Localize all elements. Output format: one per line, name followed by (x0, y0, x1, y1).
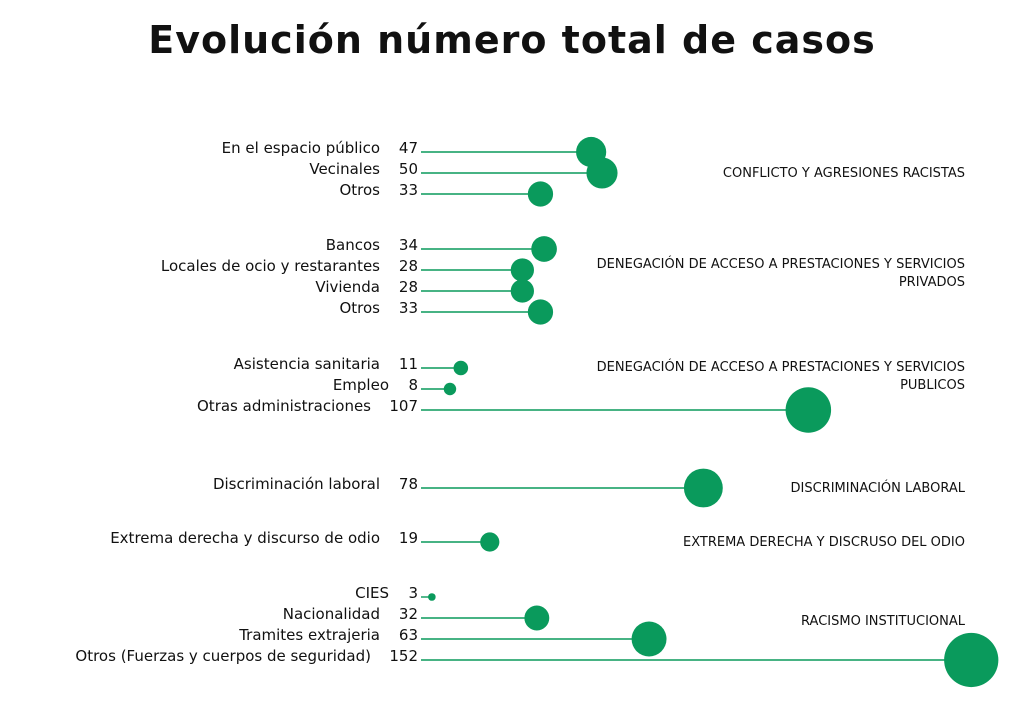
value-label: 28 (399, 257, 418, 275)
group-label: DENEGACIÓN DE ACCESO A PRESTACIONES Y SE… (597, 256, 965, 272)
value-label: 32 (399, 605, 418, 623)
lollipop-dot (480, 532, 500, 552)
lollipop-dot (631, 621, 667, 657)
group-label: PUBLICOS (900, 378, 965, 393)
value-label: 34 (399, 236, 418, 254)
value-label: 19 (399, 529, 418, 547)
value-label: 8 (408, 376, 418, 394)
group-label: CONFLICTO Y AGRESIONES RACISTAS (723, 166, 965, 181)
item-label: Empleo (333, 376, 389, 394)
item-label: Nacionalidad (283, 605, 380, 623)
group-label: DENEGACIÓN DE ACCESO A PRESTACIONES Y SE… (597, 359, 965, 375)
value-label: 11 (399, 355, 418, 373)
group-label: EXTREMA DERECHA Y DISCRUSO DEL ODIO (683, 535, 965, 550)
lollipop-dot (785, 387, 832, 433)
lollipop-dot (527, 181, 554, 207)
value-label: 107 (389, 397, 418, 415)
item-label: Otros (Fuerzas y cuerpos de seguridad) (75, 647, 371, 665)
item-label: Bancos (326, 236, 380, 254)
value-label: 47 (399, 139, 418, 157)
value-label: 3 (408, 584, 418, 602)
value-label: 50 (399, 160, 418, 178)
item-label: Tramites extrajeria (238, 626, 380, 644)
item-label: CIES (355, 584, 389, 602)
lollipop-dot (524, 605, 550, 631)
item-label: Asistencia sanitaria (234, 355, 380, 373)
group-label: RACISMO INSTITUCIONAL (801, 614, 966, 629)
item-label: Locales de ocio y restarantes (161, 257, 380, 275)
value-label: 28 (399, 278, 418, 296)
item-label: Otras administraciones (197, 397, 371, 415)
lollipop-dot (531, 236, 557, 262)
chart-title: Evolución número total de casos (148, 18, 876, 62)
lollipop-dot (428, 593, 436, 601)
item-label: Extrema derecha y discurso de odio (110, 529, 380, 547)
lollipop-dot (510, 279, 535, 303)
value-label: 78 (399, 475, 418, 493)
value-label: 152 (389, 647, 418, 665)
item-label: En el espacio público (222, 139, 380, 157)
lollipop-dot (510, 258, 535, 282)
value-label: 63 (399, 626, 418, 644)
group-label: PRIVADOS (899, 275, 965, 290)
item-label: Vecinales (309, 160, 380, 178)
lollipop-dot (527, 299, 554, 325)
item-label: Otros (339, 299, 380, 317)
item-label: Discriminación laboral (213, 475, 380, 493)
lollipop-dot (683, 468, 723, 508)
lollipop-dot (944, 632, 999, 688)
lollipop-dot (443, 382, 457, 396)
lollipop-dot (586, 157, 618, 189)
group-label: DISCRIMINACIÓN LABORAL (791, 480, 966, 496)
lollipop-dot (453, 360, 469, 376)
item-label: Vivienda (315, 278, 380, 296)
value-label: 33 (399, 181, 418, 199)
item-label: Otros (339, 181, 380, 199)
value-label: 33 (399, 299, 418, 317)
